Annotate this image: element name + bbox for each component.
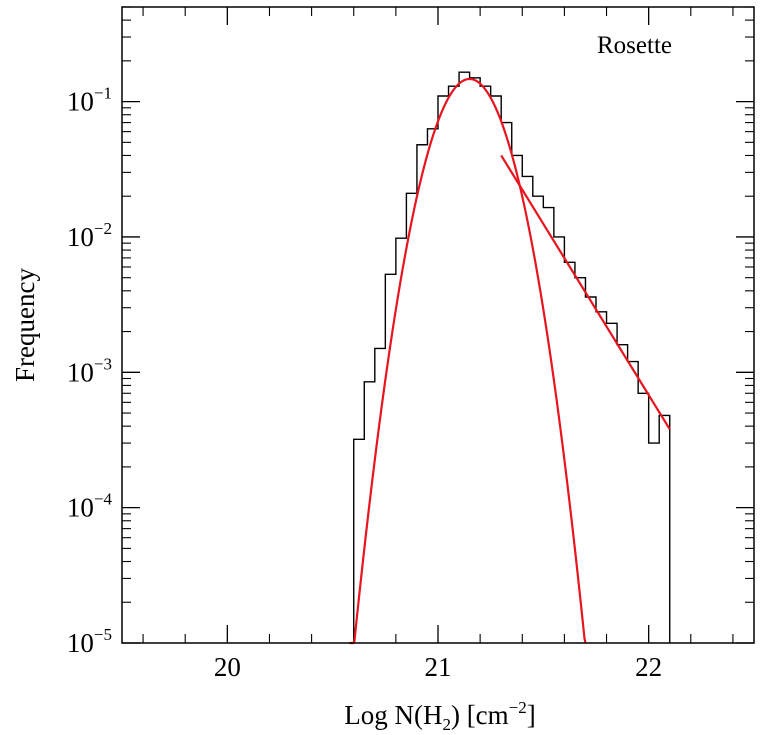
power-law-fit-line <box>500 154 671 430</box>
y-axis-label: Frequency <box>10 268 40 382</box>
x-axis-label: Log N(H2) [cm−2] <box>344 698 536 734</box>
y-tick-label-base: 10 <box>67 628 94 658</box>
y-tick-label: 10−2 <box>67 219 112 252</box>
y-tick-label-exponent: −5 <box>94 625 112 644</box>
y-tick-label-base: 10 <box>67 357 94 387</box>
y-tick-label-exponent: −4 <box>94 490 113 509</box>
x-tick-label: 20 <box>214 652 241 682</box>
y-tick-label-exponent: −2 <box>94 219 112 238</box>
lognormal-fit-curve <box>349 77 587 645</box>
fit-curves <box>349 77 671 645</box>
y-tick-label-base: 10 <box>67 493 94 523</box>
histogram-step-line <box>353 71 671 643</box>
y-tick-label-exponent: −1 <box>94 84 112 103</box>
y-tick-label: 10−5 <box>67 625 112 658</box>
y-tick-label-base: 10 <box>67 222 94 252</box>
histogram-series <box>353 71 671 643</box>
y-tick-label: 10−4 <box>67 490 113 523</box>
axis-ticks <box>122 6 754 644</box>
y-tick-label-exponent: −3 <box>94 354 112 373</box>
y-tick-label: 10−1 <box>67 84 112 117</box>
plot-frame <box>121 6 755 644</box>
x-tick-label: 22 <box>635 652 662 682</box>
x-tick-label: 21 <box>425 652 452 682</box>
y-tick-label-base: 10 <box>67 87 94 117</box>
rosette-annotation: Rosette <box>597 32 672 59</box>
y-tick-label: 10−3 <box>67 354 112 387</box>
